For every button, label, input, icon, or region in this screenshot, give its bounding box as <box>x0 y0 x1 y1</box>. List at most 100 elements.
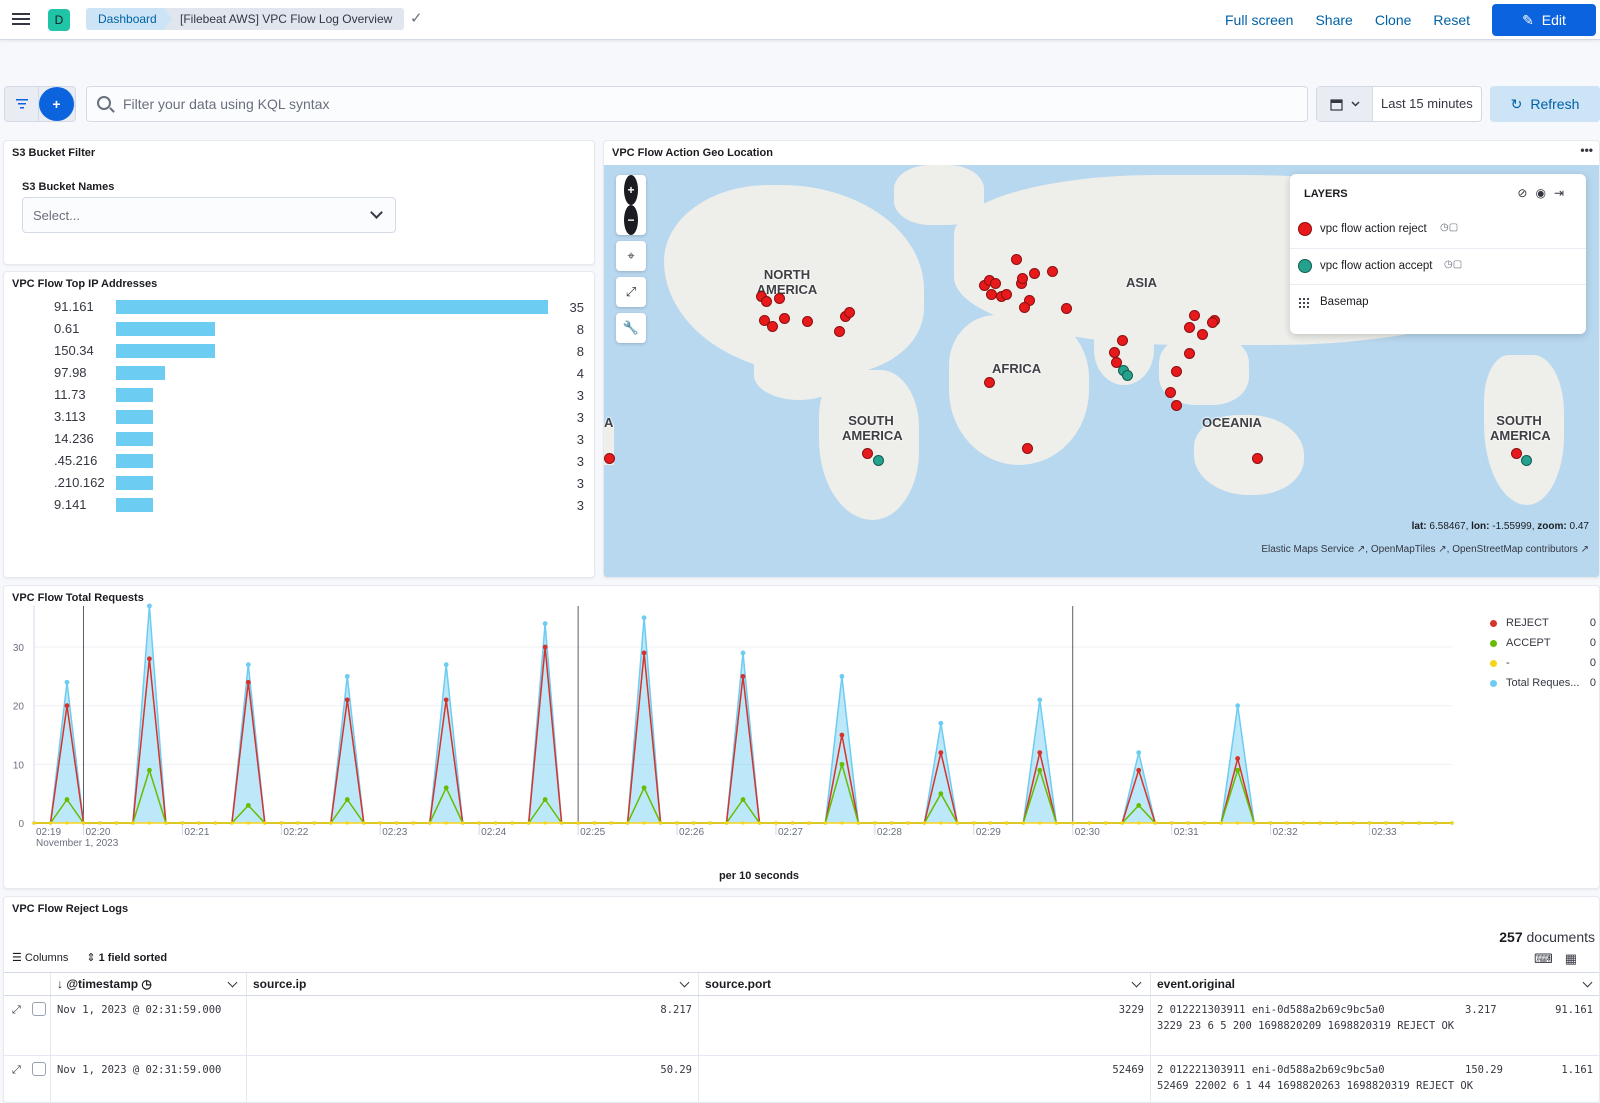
reject-location-marker[interactable] <box>759 315 770 326</box>
reset-button[interactable]: Reset <box>1433 12 1470 28</box>
ip-bar-row[interactable]: 150.34 8 <box>4 340 596 362</box>
collapse-icon[interactable]: ⇥ <box>1553 186 1572 200</box>
reject-location-marker[interactable] <box>779 313 790 324</box>
ip-bar[interactable] <box>116 366 165 380</box>
ip-bar-row[interactable]: 0.61 8 <box>4 318 596 340</box>
reject-location-marker[interactable] <box>1207 317 1218 328</box>
reject-location-marker[interactable] <box>1019 302 1030 313</box>
reject-location-marker[interactable] <box>1029 268 1040 279</box>
refresh-button[interactable]: ↻ Refresh <box>1490 86 1600 122</box>
locate-button[interactable]: ⌖ <box>616 241 646 271</box>
full-screen-button[interactable]: Full screen <box>1225 12 1294 28</box>
reject-location-marker[interactable] <box>1047 266 1058 277</box>
kql-search-input[interactable] <box>123 87 1293 121</box>
eye-icon[interactable]: ◉ <box>1535 186 1554 200</box>
ip-bar-row[interactable]: 91.161 35 <box>4 296 596 318</box>
add-filter-button[interactable]: + <box>39 87 75 121</box>
layer-item-basemap[interactable]: Basemap <box>1290 284 1586 320</box>
reject-location-marker[interactable] <box>1011 254 1022 265</box>
ip-bar[interactable] <box>116 388 153 402</box>
reject-location-marker[interactable] <box>802 316 813 327</box>
row-checkbox[interactable] <box>32 1062 46 1076</box>
clone-button[interactable]: Clone <box>1374 12 1412 28</box>
header-timestamp[interactable]: ↓ @timestamp ◷ <box>50 973 246 995</box>
columns-button[interactable]: ☰ Columns <box>12 951 68 964</box>
reject-location-marker[interactable] <box>1171 400 1182 411</box>
reject-location-marker[interactable] <box>834 326 845 337</box>
ip-bar[interactable] <box>116 498 153 512</box>
ip-bar[interactable] <box>116 410 153 424</box>
breadcrumb-dashboard[interactable]: Dashboard <box>86 8 177 30</box>
zoom-in-button[interactable]: + <box>616 175 646 205</box>
fit-bounds-button[interactable]: ⤢ <box>616 277 646 307</box>
reject-location-marker[interactable] <box>1184 348 1195 359</box>
ip-bar-row[interactable]: 9.141 3 <box>4 494 596 516</box>
reject-location-marker[interactable] <box>1022 443 1033 454</box>
expand-row-icon[interactable]: ⤢ <box>12 1003 21 1016</box>
ip-bar-row[interactable]: 14.236 3 <box>4 428 596 450</box>
reject-location-marker[interactable] <box>1171 366 1182 377</box>
table-density-icon[interactable]: ▦ <box>1564 951 1589 966</box>
world-map[interactable]: NORTH AMERICA ASIA AFRICA SOUTH AMERICA … <box>604 165 1599 577</box>
eye-closed-icon[interactable]: ⊘ <box>1517 186 1536 200</box>
reject-location-marker[interactable] <box>767 321 778 332</box>
space-avatar[interactable]: D <box>48 9 70 31</box>
filter-menu-button[interactable] <box>5 87 39 121</box>
legend-item[interactable]: ACCEPT 0 <box>1490 636 1596 656</box>
reject-location-marker[interactable] <box>1061 303 1072 314</box>
ip-bar[interactable] <box>116 322 215 336</box>
legend-item[interactable]: Total Reques... 0 <box>1490 676 1596 696</box>
ip-bar[interactable] <box>116 432 153 446</box>
calendar-icon[interactable] <box>1317 87 1373 121</box>
ip-bar-row[interactable]: 3.113 3 <box>4 406 596 428</box>
sort-button[interactable]: ⇕ 1 field sorted <box>86 951 167 964</box>
keyboard-icon[interactable]: ⌨ <box>1533 951 1565 966</box>
menu-icon[interactable] <box>12 10 30 28</box>
zoom-out-button[interactable]: − <box>616 205 646 235</box>
row-checkbox[interactable] <box>32 1002 46 1016</box>
ip-bar-row[interactable]: 97.98 4 <box>4 362 596 384</box>
ip-bar[interactable] <box>116 454 153 468</box>
layer-item-accept[interactable]: vpc flow action accept ◷▢ <box>1290 248 1586 284</box>
kql-search-box[interactable] <box>86 86 1308 122</box>
reject-location-marker[interactable] <box>1111 357 1122 368</box>
header-event-original[interactable]: event.original <box>1150 973 1599 995</box>
reject-location-marker[interactable] <box>1001 289 1012 300</box>
reject-location-marker[interactable] <box>986 289 997 300</box>
reject-location-marker[interactable] <box>1017 273 1028 284</box>
reject-location-marker[interactable] <box>1189 310 1200 321</box>
ip-bar-row[interactable]: 11.73 3 <box>4 384 596 406</box>
reject-location-marker[interactable] <box>990 278 1001 289</box>
panel-options-icon[interactable]: ••• <box>1580 143 1593 157</box>
ip-bar[interactable] <box>116 476 153 490</box>
edit-button[interactable]: ✎ Edit <box>1492 4 1596 36</box>
legend-item[interactable]: -0 <box>1490 656 1596 676</box>
table-row[interactable]: ⤢ Nov 1, 2023 @ 02:31:59.000 8.217 3229 … <box>4 996 1599 1056</box>
header-source-port[interactable]: source.port <box>698 973 1150 995</box>
reject-location-marker[interactable] <box>1197 329 1208 340</box>
expand-row-icon[interactable]: ⤢ <box>12 1063 21 1076</box>
reject-location-marker[interactable] <box>844 307 855 318</box>
layer-item-reject[interactable]: vpc flow action reject ◷▢ <box>1290 212 1586 248</box>
time-range-label[interactable]: Last 15 minutes <box>1381 96 1473 111</box>
reject-location-marker[interactable] <box>1165 387 1176 398</box>
table-row[interactable]: ⤢ Nov 1, 2023 @ 02:31:59.000 50.29 52469… <box>4 1056 1599 1102</box>
reject-location-marker[interactable] <box>604 453 615 464</box>
header-source-ip[interactable]: source.ip <box>246 973 698 995</box>
reject-location-marker[interactable] <box>1117 335 1128 346</box>
tools-button[interactable]: 🔧 <box>616 313 646 343</box>
legend-item[interactable]: REJECT 0 <box>1490 616 1596 636</box>
reject-location-marker[interactable] <box>862 448 873 459</box>
reject-location-marker[interactable] <box>774 293 785 304</box>
reject-location-marker[interactable] <box>984 377 995 388</box>
s3-bucket-select[interactable]: Select... <box>22 197 396 233</box>
date-picker[interactable]: Last 15 minutes <box>1316 86 1482 122</box>
accept-location-marker[interactable] <box>1122 370 1133 381</box>
ip-bar-row[interactable]: .45.216 3 <box>4 450 596 472</box>
ip-bar[interactable] <box>116 300 548 314</box>
reject-location-marker[interactable] <box>1184 322 1195 333</box>
ip-bar[interactable] <box>116 344 215 358</box>
accept-location-marker[interactable] <box>873 455 884 466</box>
reject-location-marker[interactable] <box>761 296 772 307</box>
share-button[interactable]: Share <box>1315 12 1353 28</box>
